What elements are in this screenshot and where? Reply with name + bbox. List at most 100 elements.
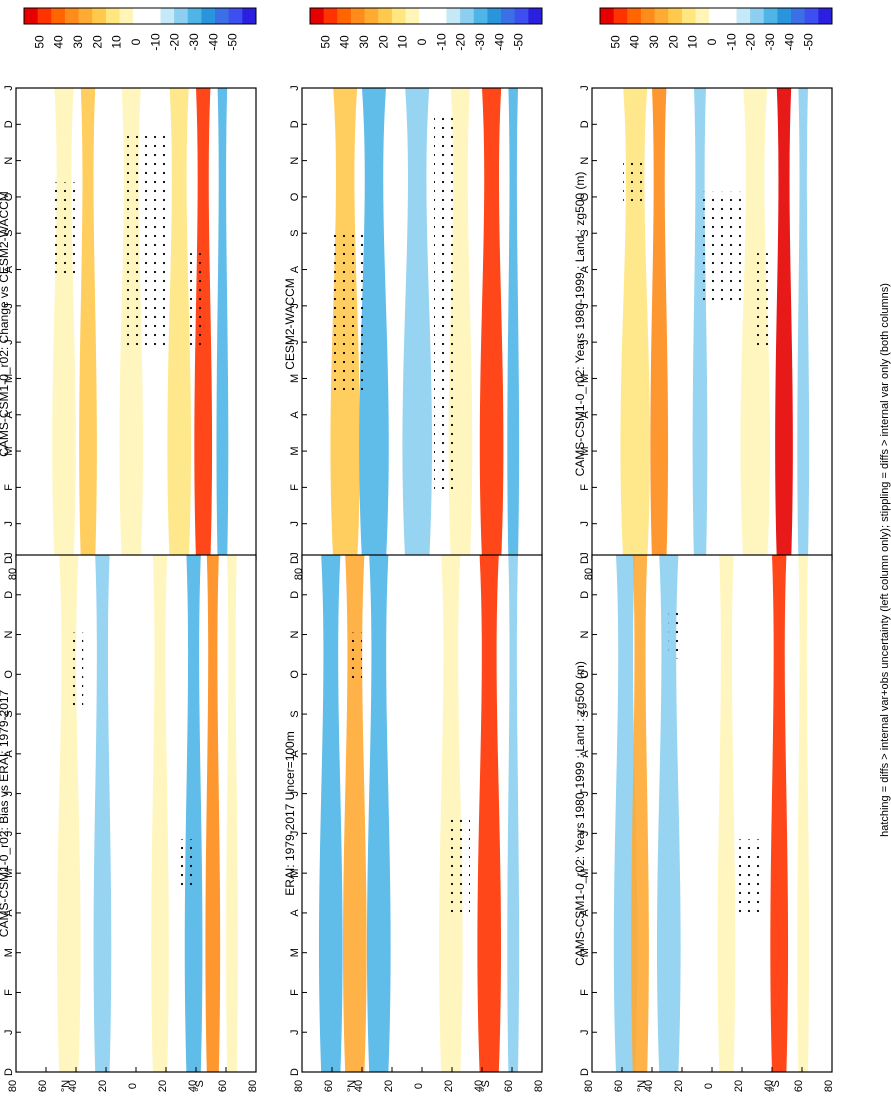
month-tick-label: D <box>289 1068 301 1076</box>
contour-band <box>631 555 649 1072</box>
colorbar-swatch <box>24 8 39 24</box>
colorbar-swatch <box>228 8 243 24</box>
month-tick-label: O <box>579 670 591 679</box>
colorbar-tick-label: 0 <box>129 38 143 45</box>
month-tick-label: D <box>3 591 15 599</box>
colorbar-swatch <box>405 8 420 24</box>
month-tick-label: N <box>579 157 591 165</box>
colorbar-swatch <box>187 8 202 24</box>
lat-tick-label: 60 <box>323 1080 335 1092</box>
month-tick-label: J <box>289 85 301 91</box>
contour-band <box>402 88 432 560</box>
month-tick-label: A <box>3 750 15 758</box>
month-tick-label: J <box>579 1029 591 1035</box>
colorbar-swatch <box>640 8 656 24</box>
stippling <box>736 839 760 917</box>
colorbar-swatch <box>119 8 134 24</box>
colorbar-swatch <box>473 8 488 24</box>
month-tick-label: J <box>579 791 591 797</box>
month-tick-label: J <box>3 521 15 527</box>
month-tick-label: J <box>579 339 591 345</box>
lat-tick-label: 60 <box>217 1080 229 1092</box>
lat-tick-label: 20 <box>443 1080 455 1092</box>
lat-tick-label: 80 <box>293 1080 305 1092</box>
month-tick-label: D <box>3 556 15 564</box>
month-tick-label: A <box>289 750 301 758</box>
month-tick-label: O <box>579 192 591 201</box>
contour-band <box>79 88 97 560</box>
month-tick-label: M <box>579 446 591 455</box>
month-tick-label: D <box>579 591 591 599</box>
month-tick-label: A <box>289 410 301 418</box>
contour-band <box>507 88 520 560</box>
month-tick-label: D <box>289 556 301 564</box>
month-tick-label: S <box>3 710 15 717</box>
stippling <box>434 111 458 490</box>
colorbar-swatch <box>763 8 778 24</box>
colorbar-swatch <box>709 8 724 24</box>
month-tick-label: O <box>289 670 301 679</box>
colorbar-swatch <box>323 8 338 24</box>
month-tick-label: J <box>289 521 301 527</box>
colorbar-tick-label: 20 <box>376 35 390 49</box>
colorbar-swatch <box>78 8 93 24</box>
colorbar: 50 40 30 20 10 0 -10 -20 -30 -40 -50 <box>309 7 543 51</box>
month-tick-label: A <box>3 265 15 273</box>
lat-unit-s: °S <box>770 1080 782 1092</box>
lat-tick-label: 40 <box>67 1080 79 1092</box>
lat-unit-n: °N <box>636 1080 648 1092</box>
month-tick-label: S <box>289 230 301 237</box>
contour-band <box>479 88 504 560</box>
colorbar-swatch <box>92 8 107 24</box>
contour-band <box>216 88 229 560</box>
colorbar-swatch <box>350 8 366 24</box>
panel-title: CESM2-WACCM <box>283 278 297 370</box>
stippling <box>668 606 684 659</box>
colorbar-tick-label: 0 <box>705 38 719 45</box>
month-tick-label: S <box>579 710 591 717</box>
colorbar-tick-label: 50 <box>318 35 332 49</box>
colorbar-swatch <box>391 8 407 24</box>
month-tick-label: M <box>289 948 301 957</box>
panel-title: CAMS-CSM1-0_r02: Change vs CESM2-WACCM <box>0 191 11 457</box>
lat-tick-label: 0 <box>703 1083 715 1089</box>
colorbar-tick-label: 10 <box>110 35 124 49</box>
contour-band <box>167 88 192 560</box>
month-tick-label: M <box>579 869 591 878</box>
colorbar-tick-label: 40 <box>338 35 352 49</box>
lat-tick-label: 60 <box>503 1080 515 1092</box>
month-tick-label: J <box>289 303 301 309</box>
colorbar-tick-label: 30 <box>357 35 371 49</box>
contour-band <box>359 88 389 560</box>
colorbar-tick-label: -10 <box>724 33 738 51</box>
colorbar-swatch <box>51 8 66 24</box>
month-tick-label: J <box>579 521 591 527</box>
colorbar-tick-label: 50 <box>32 35 46 49</box>
colorbar-swatch <box>487 8 502 24</box>
colorbar-swatch <box>460 8 475 24</box>
colorbar-swatch <box>695 8 710 24</box>
contour-band <box>366 555 391 1072</box>
month-tick-label: D <box>289 120 301 128</box>
colorbar-swatch <box>201 8 216 24</box>
colorbar-swatch <box>378 8 393 24</box>
stippling <box>347 632 362 685</box>
month-tick-label: D <box>579 120 591 128</box>
stippling <box>126 135 170 348</box>
colorbar-swatch <box>722 8 737 24</box>
colorbar-tick-label: -10 <box>148 33 162 51</box>
colorbar-swatch <box>668 8 683 24</box>
colorbar-swatch <box>501 8 516 24</box>
contour-band <box>93 555 112 1072</box>
lat-tick-label: 80 <box>7 1080 19 1092</box>
month-tick-label: A <box>289 909 301 917</box>
contour-band <box>650 88 669 560</box>
contour-band <box>797 88 810 560</box>
panel-bottom-right: DJFMAMJJASONDJ80604020020406080°N°SCAMS-… <box>0 85 259 580</box>
lat-unit-s: °S <box>194 1080 206 1092</box>
colorbar: 50 40 30 20 10 0 -10 -20 -30 -40 -50 <box>599 7 833 51</box>
lat-tick-label: 40 <box>643 1080 655 1092</box>
colorbar-swatch <box>791 8 806 24</box>
month-tick-label: J <box>3 339 15 345</box>
